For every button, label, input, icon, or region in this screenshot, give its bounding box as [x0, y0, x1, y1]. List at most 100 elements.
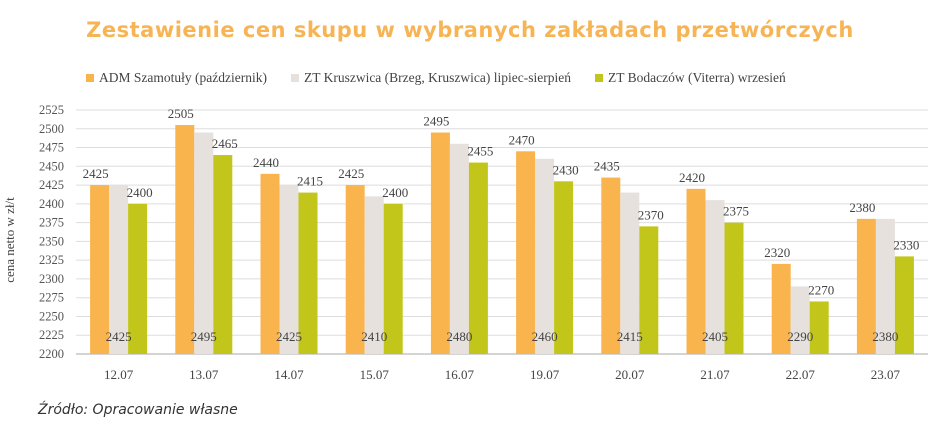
bar	[90, 185, 110, 354]
data-label: 2270	[808, 282, 834, 297]
bar	[554, 181, 574, 354]
bar	[383, 203, 403, 354]
bar	[345, 185, 365, 354]
bar	[430, 132, 450, 354]
data-label: 2380	[872, 329, 898, 344]
bar	[279, 185, 299, 354]
chart-title: Zestawienie cen skupu w wybranych zakład…	[86, 18, 854, 42]
x-tick-label: 14.07	[274, 367, 304, 382]
legend-item-kruszwica: ZT Kruszwica (Brzeg, Kruszwica) lipiec-s…	[290, 70, 571, 86]
data-label: 2460	[532, 329, 558, 344]
y-tick-label: 2325	[39, 253, 64, 267]
data-label: 2425	[83, 166, 109, 181]
data-label: 2380	[849, 200, 875, 215]
data-label: 2415	[297, 174, 323, 189]
bar	[213, 155, 233, 354]
legend-label-kruszwica: ZT Kruszwica (Brzeg, Kruszwica) lipiec-s…	[303, 70, 571, 85]
bar	[298, 192, 318, 354]
data-label: 2495	[191, 329, 217, 344]
data-label: 2435	[594, 159, 620, 174]
y-tick-label: 2425	[39, 178, 64, 192]
y-tick-label: 2525	[39, 103, 64, 117]
bar	[620, 192, 640, 354]
bar	[109, 185, 129, 354]
data-label: 2370	[638, 207, 664, 222]
legend-swatch-adm	[86, 74, 94, 82]
y-tick-label: 2450	[39, 159, 64, 173]
x-tick-label: 22.07	[786, 367, 816, 382]
data-label: 2410	[361, 329, 387, 344]
bar	[468, 162, 488, 354]
y-tick-label: 2375	[39, 216, 64, 230]
data-label: 2320	[764, 245, 790, 260]
data-label: 2400	[127, 185, 153, 200]
bar	[875, 218, 895, 354]
data-label: 2375	[723, 204, 749, 219]
y-tick-label: 2400	[39, 197, 64, 211]
bar	[364, 196, 384, 354]
data-label: 2495	[423, 114, 449, 129]
data-label: 2425	[106, 329, 132, 344]
data-label: 2505	[168, 106, 194, 121]
data-label: 2425	[276, 329, 302, 344]
source-note: Źródło: Opracowanie własne	[38, 402, 238, 418]
bar	[535, 158, 555, 354]
bar	[175, 125, 195, 354]
bar	[894, 256, 914, 354]
data-label: 2465	[212, 136, 238, 151]
legend-swatch-bodaczow	[594, 74, 603, 82]
legend-label-adm: ADM Szamotuły (październik)	[99, 70, 267, 85]
bar	[260, 173, 280, 354]
bar	[601, 177, 621, 354]
bar	[449, 143, 469, 354]
legend-item-adm: ADM Szamotuły (październik)	[86, 70, 267, 86]
data-label: 2405	[702, 329, 728, 344]
data-labels: 2425 2425 2400 2505 2495 2465 2440 2425 2415 2425…	[83, 106, 920, 344]
x-axis-ticks: 12.07 13.07 14.07 15.07 16.07 19.07 20.07 21.07…	[104, 367, 901, 382]
bar	[686, 188, 706, 354]
data-label: 2470	[509, 132, 535, 147]
data-label: 2425	[338, 166, 364, 181]
data-label: 2430	[553, 162, 579, 177]
bars	[90, 125, 914, 354]
y-tick-label: 2350	[39, 234, 64, 248]
y-axis-ticks: 2200 2225 2250 2275 2300 2325 2350 2375 2400 2425…	[39, 103, 64, 361]
data-label: 2455	[467, 144, 493, 159]
bar	[724, 222, 744, 354]
data-label: 2415	[617, 329, 643, 344]
x-tick-label: 15.07	[360, 367, 390, 382]
x-tick-label: 20.07	[615, 367, 645, 382]
y-tick-label: 2250	[39, 309, 64, 323]
y-axis-label: cena netto w zł/t	[2, 197, 17, 283]
y-tick-label: 2200	[39, 347, 64, 361]
data-label: 2420	[679, 170, 705, 185]
y-tick-label: 2300	[39, 272, 64, 286]
bar	[771, 263, 791, 354]
x-tick-label: 16.07	[445, 367, 475, 382]
y-tick-label: 2275	[39, 291, 64, 305]
bar	[516, 151, 536, 354]
data-label: 2290	[787, 329, 813, 344]
y-tick-label: 2500	[39, 122, 64, 136]
legend-label-bodaczow: ZT Bodaczów (Viterra) wrzesień	[607, 70, 786, 85]
x-tick-label: 19.07	[530, 367, 560, 382]
y-tick-label: 2475	[39, 141, 64, 155]
legend-item-bodaczow: ZT Bodaczów (Viterra) wrzesień	[594, 70, 786, 86]
bar	[705, 200, 725, 354]
bar	[790, 286, 810, 354]
bar	[809, 301, 829, 354]
bar	[194, 132, 214, 354]
legend: ADM Szamotuły (październik) ZT Kruszwica…	[86, 70, 810, 86]
legend-swatch-kruszwica	[290, 74, 299, 82]
bar	[856, 218, 876, 354]
x-tick-label: 13.07	[189, 367, 219, 382]
data-label: 2480	[446, 329, 472, 344]
y-tick-label: 2225	[39, 328, 64, 342]
data-label: 2440	[253, 155, 279, 170]
x-tick-label: 12.07	[104, 367, 134, 382]
data-label: 2330	[893, 237, 919, 252]
bar	[639, 226, 659, 354]
x-tick-label: 23.07	[871, 367, 901, 382]
data-label: 2400	[382, 185, 408, 200]
